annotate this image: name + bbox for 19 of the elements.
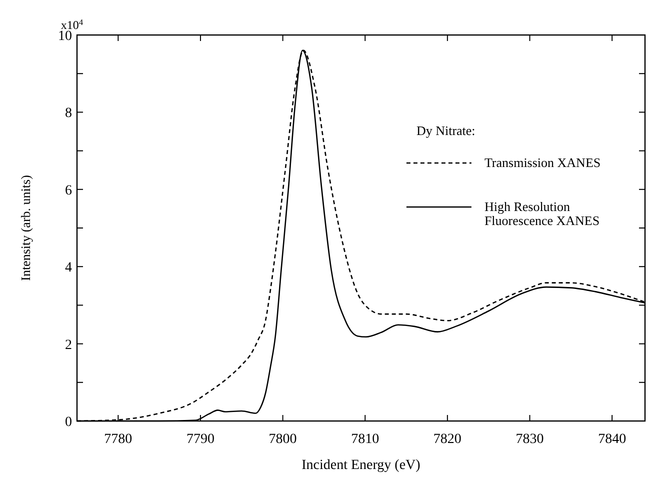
x-tick-label: 7810 — [351, 432, 380, 447]
y-tick-label: 6 — [65, 183, 72, 198]
legend-label: High Resolution Fluorescence XANES — [484, 199, 600, 228]
x-axis-title: Incident Energy (eV) — [302, 458, 421, 473]
y-tick-label: 0 — [65, 415, 72, 430]
legend-title: Dy Nitrate: — [416, 123, 476, 138]
y-axis-title: Intensity (arb. units) — [18, 175, 33, 281]
y-tick-label: 4 — [65, 260, 72, 276]
y-tick-label: 2 — [65, 338, 72, 353]
legend-label: Transmission XANES — [484, 155, 601, 170]
x-tick-label: 7780 — [104, 432, 132, 447]
x-tick-label: 7790 — [186, 432, 214, 447]
y-tick-label: 8 — [65, 106, 72, 122]
y-tick-label: 10 — [58, 29, 72, 44]
text: x10$^{4}$ — [60, 18, 84, 32]
x-tick-label: 7820 — [433, 432, 462, 447]
x-tick-label: 7800 — [268, 432, 297, 447]
x-tick-label: 7830 — [516, 432, 544, 447]
x-tick-label: 7840 — [598, 432, 626, 447]
